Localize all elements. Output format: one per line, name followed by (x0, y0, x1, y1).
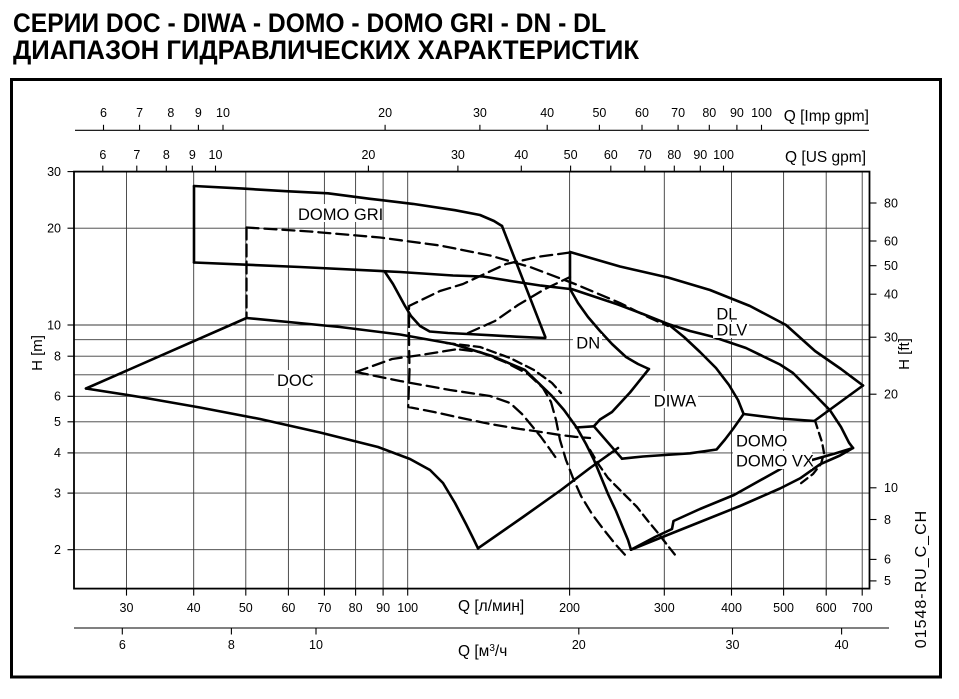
svg-text:6: 6 (884, 553, 891, 567)
svg-text:5: 5 (884, 574, 891, 588)
svg-text:3: 3 (54, 486, 61, 500)
svg-text:90: 90 (730, 106, 744, 120)
svg-text:70: 70 (317, 601, 331, 615)
svg-text:Q [м3/ч: Q [м3/ч (458, 643, 507, 661)
svg-text:60: 60 (635, 106, 649, 120)
svg-text:10: 10 (209, 148, 223, 162)
svg-text:50: 50 (884, 259, 898, 273)
svg-text:70: 70 (638, 148, 652, 162)
svg-text:СЕРИИ DOC - DIWA - DOMO - DOMO: СЕРИИ DOC - DIWA - DOMO - DOMO GRI - DN … (13, 8, 606, 38)
svg-text:4: 4 (54, 446, 61, 460)
svg-text:DOMO: DOMO (736, 433, 787, 451)
svg-text:80: 80 (702, 106, 716, 120)
svg-text:Q [Imp gpm]: Q [Imp gpm] (784, 108, 869, 125)
svg-text:80: 80 (349, 601, 363, 615)
svg-text:DLV: DLV (716, 322, 747, 340)
svg-text:300: 300 (654, 601, 675, 615)
svg-text:20: 20 (47, 222, 61, 236)
svg-text:400: 400 (721, 601, 742, 615)
svg-text:8: 8 (884, 513, 891, 527)
svg-text:90: 90 (376, 601, 390, 615)
svg-text:H [m]: H [m] (29, 335, 46, 371)
svg-text:60: 60 (281, 601, 295, 615)
svg-text:30: 30 (451, 148, 465, 162)
svg-text:H [ft]: H [ft] (896, 338, 913, 370)
svg-text:DL: DL (716, 306, 737, 324)
svg-text:10: 10 (309, 638, 323, 652)
svg-text:DOMO GRI: DOMO GRI (298, 206, 383, 224)
svg-text:40: 40 (884, 288, 898, 302)
svg-text:50: 50 (564, 148, 578, 162)
svg-text:20: 20 (361, 148, 375, 162)
svg-text:700: 700 (852, 601, 873, 615)
svg-text:80: 80 (884, 196, 898, 210)
svg-text:6: 6 (99, 148, 106, 162)
svg-text:60: 60 (884, 234, 898, 248)
svg-text:50: 50 (592, 106, 606, 120)
svg-text:DIWA: DIWA (654, 393, 696, 411)
svg-text:200: 200 (559, 601, 580, 615)
svg-text:20: 20 (378, 106, 392, 120)
svg-text:70: 70 (671, 106, 685, 120)
svg-text:10: 10 (216, 106, 230, 120)
svg-text:01548-RU_C_CH: 01548-RU_C_CH (913, 510, 930, 648)
svg-text:20: 20 (884, 388, 898, 402)
svg-text:90: 90 (693, 148, 707, 162)
svg-text:8: 8 (228, 638, 235, 652)
svg-text:6: 6 (54, 390, 61, 404)
svg-text:10: 10 (884, 481, 898, 495)
svg-text:7: 7 (133, 148, 140, 162)
svg-text:8: 8 (163, 148, 170, 162)
svg-text:600: 600 (816, 601, 837, 615)
svg-text:500: 500 (773, 601, 794, 615)
svg-text:40: 40 (540, 106, 554, 120)
svg-text:ДИАПАЗОН ГИДРАВЛИЧЕСКИХ ХАРАКТ: ДИАПАЗОН ГИДРАВЛИЧЕСКИХ ХАРАКТЕРИСТИК (13, 35, 640, 65)
svg-text:Q [л/мин]: Q [л/мин] (458, 598, 524, 615)
svg-text:60: 60 (604, 148, 618, 162)
svg-text:5: 5 (54, 415, 61, 429)
svg-text:100: 100 (751, 106, 772, 120)
svg-text:40: 40 (835, 638, 849, 652)
svg-text:2: 2 (54, 543, 61, 557)
svg-text:DOMO VX: DOMO VX (736, 453, 814, 471)
svg-text:80: 80 (667, 148, 681, 162)
svg-text:100: 100 (397, 601, 418, 615)
svg-text:30: 30 (726, 638, 740, 652)
svg-text:7: 7 (136, 106, 143, 120)
svg-text:DOC: DOC (277, 372, 314, 390)
svg-text:6: 6 (100, 106, 107, 120)
svg-text:8: 8 (54, 350, 61, 364)
svg-text:30: 30 (47, 165, 61, 179)
svg-text:10: 10 (47, 318, 61, 332)
svg-text:50: 50 (239, 601, 253, 615)
svg-text:100: 100 (713, 148, 734, 162)
svg-text:9: 9 (189, 148, 196, 162)
svg-text:30: 30 (884, 331, 898, 345)
svg-text:Q [US gpm]: Q [US gpm] (785, 149, 866, 166)
svg-text:40: 40 (514, 148, 528, 162)
svg-text:30: 30 (120, 601, 134, 615)
svg-text:8: 8 (167, 106, 174, 120)
svg-text:20: 20 (572, 638, 586, 652)
svg-text:6: 6 (119, 638, 126, 652)
svg-text:30: 30 (473, 106, 487, 120)
svg-text:40: 40 (187, 601, 201, 615)
svg-text:9: 9 (195, 106, 202, 120)
svg-text:DN: DN (576, 335, 600, 353)
